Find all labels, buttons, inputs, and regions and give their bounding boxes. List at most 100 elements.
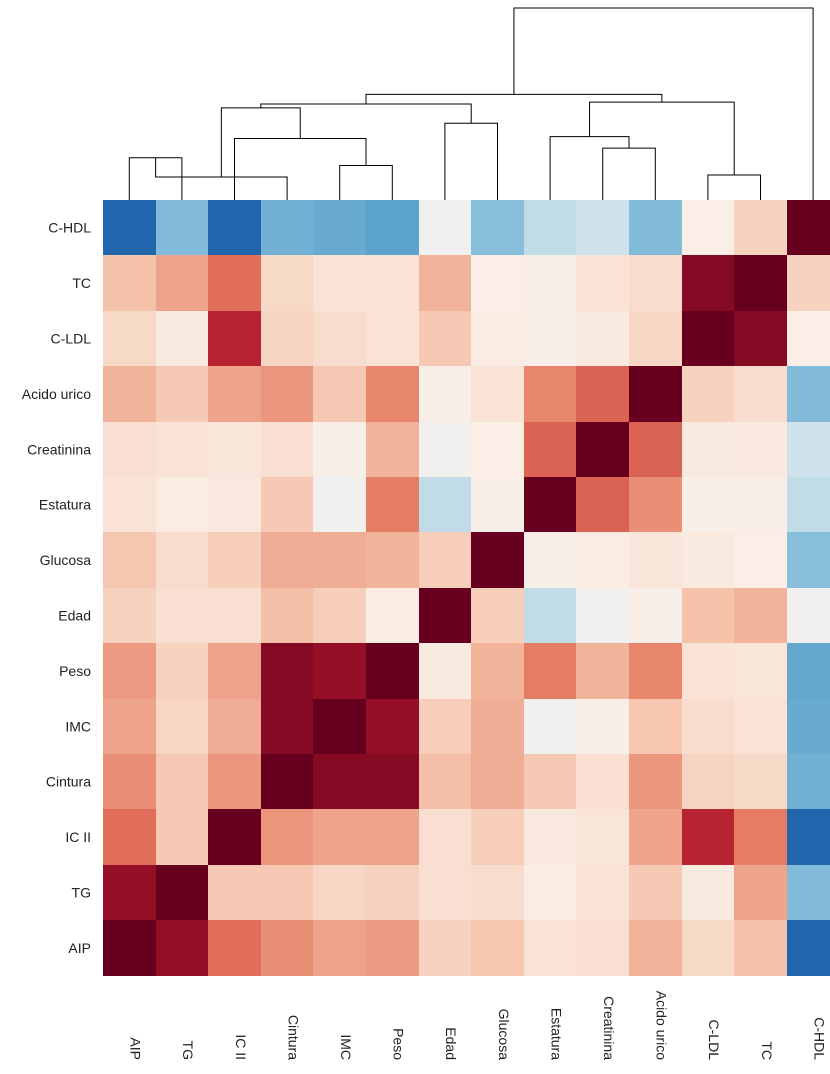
heatmap-cell	[366, 422, 419, 477]
heatmap-cell	[208, 920, 261, 976]
heatmap-cell	[313, 809, 366, 865]
row-label: TC	[72, 275, 91, 291]
heatmap-cell	[629, 255, 682, 311]
row-label: Peso	[59, 663, 91, 679]
heatmap-cell	[787, 699, 830, 754]
heatmap-cell	[629, 200, 682, 255]
dendrogram-link	[260, 103, 472, 124]
heatmap-cell	[313, 366, 366, 422]
heatmap-cell	[682, 422, 734, 477]
heatmap-cell	[787, 588, 830, 643]
heatmap-cell	[734, 422, 787, 477]
heatmap-cell	[261, 366, 313, 422]
heatmap-cell	[629, 865, 682, 920]
dendrogram-link	[549, 136, 630, 200]
heatmap-cell	[156, 865, 208, 920]
heatmap-cell	[787, 532, 830, 588]
heatmap-cell	[734, 588, 787, 643]
heatmap-cell	[576, 643, 629, 699]
heatmap-cell	[313, 865, 366, 920]
column-label: Estatura	[548, 1008, 564, 1060]
heatmap-cell	[103, 200, 156, 255]
column-label: Cintura	[285, 1015, 301, 1060]
heatmap-cell	[313, 920, 366, 976]
column-label: IC II	[233, 1034, 249, 1060]
heatmap-cell	[471, 255, 524, 311]
heatmap-cell	[682, 643, 734, 699]
heatmap-cell	[734, 532, 787, 588]
heatmap-cell	[208, 477, 261, 532]
heatmap-cell	[313, 699, 366, 754]
heatmap-cell	[156, 477, 208, 532]
heatmap-cell	[524, 422, 576, 477]
column-label: TG	[180, 1041, 196, 1060]
heatmap-cell	[313, 477, 366, 532]
heatmap-cell	[524, 200, 576, 255]
heatmap-cell	[734, 255, 787, 311]
heatmap-cell	[366, 809, 419, 865]
heatmap-cell	[471, 311, 524, 366]
heatmap-cell	[576, 477, 629, 532]
heatmap-cell	[103, 588, 156, 643]
row-label: Edad	[58, 608, 91, 624]
heatmap-cell	[419, 754, 471, 809]
dendrogram-link	[589, 101, 735, 176]
heatmap-cell	[471, 920, 524, 976]
heatmap-cell	[419, 477, 471, 532]
heatmap-cell	[103, 699, 156, 754]
row-labels: C-HDL TC C-LDL Acido urico Creatinina Estatur…	[22, 220, 91, 956]
heatmap-cell	[524, 865, 576, 920]
heatmap-cell	[103, 643, 156, 699]
heatmap-cell	[629, 477, 682, 532]
heatmap-cell	[313, 588, 366, 643]
heatmap-cell	[208, 865, 261, 920]
column-label: Edad	[443, 1027, 459, 1060]
heatmap-cell	[471, 588, 524, 643]
heatmap-cell	[156, 532, 208, 588]
heatmap-cell	[524, 754, 576, 809]
heatmap-cell	[366, 865, 419, 920]
heatmap-cell	[524, 532, 576, 588]
heatmap-cell	[787, 809, 830, 865]
heatmap-cell	[682, 920, 734, 976]
heatmap-cell	[103, 920, 156, 976]
heatmap-cell	[682, 532, 734, 588]
heatmap-cell	[419, 255, 471, 311]
heatmap-cell	[471, 366, 524, 422]
heatmap-cell	[366, 920, 419, 976]
heatmap-cell	[682, 366, 734, 422]
heatmap-cell	[419, 366, 471, 422]
heatmap-cell	[576, 311, 629, 366]
heatmap-cell	[103, 311, 156, 366]
heatmap-cell	[103, 477, 156, 532]
heatmap-cell	[471, 477, 524, 532]
heatmap-cell	[261, 754, 313, 809]
heatmap-cell	[629, 699, 682, 754]
heatmap-cell	[156, 588, 208, 643]
heatmap-cell	[103, 754, 156, 809]
heatmap-cell	[682, 865, 734, 920]
heatmap-cell	[524, 643, 576, 699]
dendrogram-link	[234, 138, 367, 200]
row-label: TG	[72, 885, 91, 901]
heatmap-cell	[208, 200, 261, 255]
heatmap-cell	[261, 588, 313, 643]
heatmap-cell	[471, 809, 524, 865]
heatmap-cell	[208, 754, 261, 809]
heatmap-cell	[524, 920, 576, 976]
heatmap-cell	[787, 920, 830, 976]
heatmap-cell	[576, 699, 629, 754]
column-label: TC	[759, 1041, 775, 1060]
heatmap-cell	[734, 754, 787, 809]
heatmap-cell	[366, 754, 419, 809]
row-label: Glucosa	[40, 552, 92, 568]
heatmap-cell	[682, 754, 734, 809]
heatmap-cell	[366, 532, 419, 588]
heatmap-cell	[576, 809, 629, 865]
heatmap-cell	[208, 532, 261, 588]
heatmap-cell	[682, 477, 734, 532]
heatmap-cell	[734, 643, 787, 699]
heatmap-cell	[524, 588, 576, 643]
heatmap-cell	[261, 477, 313, 532]
heatmap-cell	[366, 643, 419, 699]
